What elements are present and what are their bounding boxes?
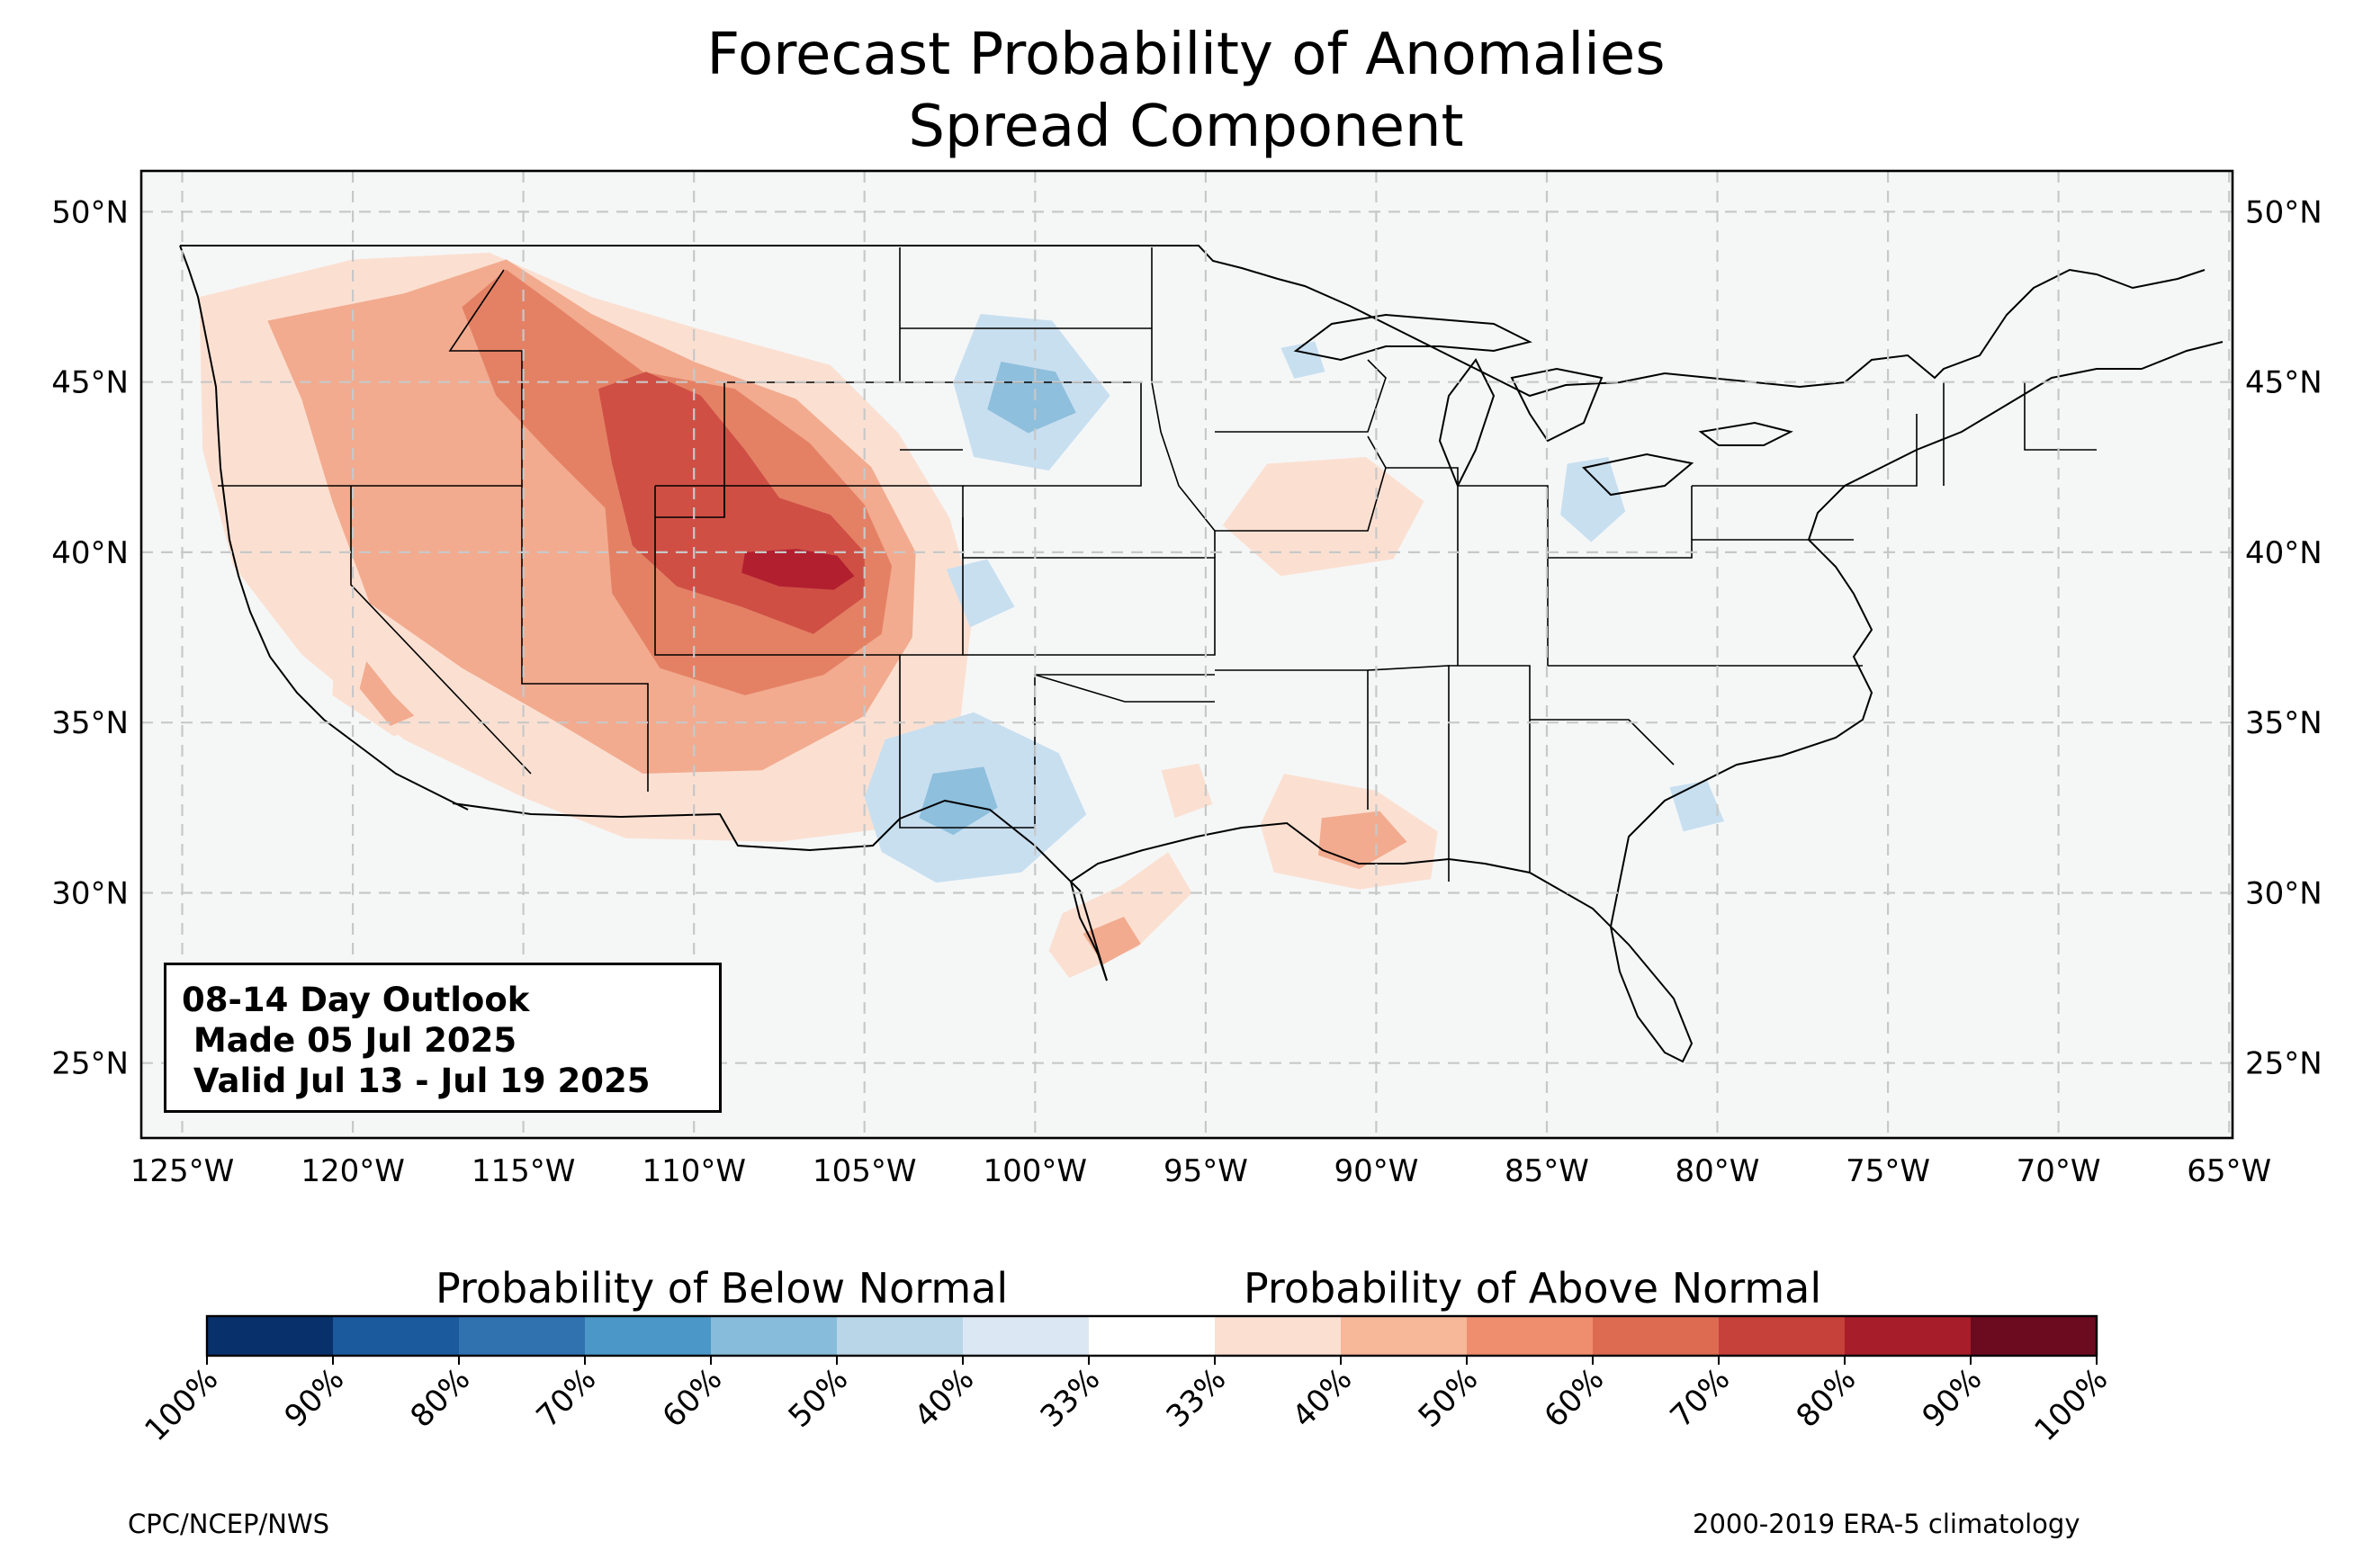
outlook-info-box: 08-14 Day Outlook Made 05 Jul 2025 Valid… (164, 963, 722, 1113)
lon-tick-label: 110°W (642, 1153, 746, 1189)
lat-tick-label-right: 50°N (2245, 194, 2323, 230)
anomaly-layer (199, 252, 1725, 979)
colorbar-swatch (1971, 1316, 2098, 1356)
axis-ticks: 125°W 120°W 115°W 110°W 105°W 100°W 95°W 90°W 85… (51, 194, 2322, 1189)
colorbar-tick-label: 40% (908, 1361, 982, 1435)
colorbar: 100% 90% 80% 70% 60% 50% 40% 33% 33% 40% 50% 60% 70%… (138, 1314, 2115, 1448)
outlook-period: 08-14 Day Outlook (182, 981, 530, 1019)
colorbar-tick-label: 50% (782, 1361, 856, 1435)
title-line-2: Spread Component (908, 94, 1464, 160)
colorbar-tick-label: 100% (2027, 1361, 2115, 1448)
map-layers (141, 171, 2233, 1138)
colorbar-below-label: Probability of Below Normal (436, 1264, 1009, 1313)
lon-tick-label: 100°W (984, 1153, 1088, 1189)
colorbar-tick-label: 60% (656, 1361, 730, 1435)
colorbar-tick-label: 60% (1538, 1361, 1612, 1435)
lon-tick-label: 115°W (472, 1153, 576, 1189)
map-frame (139, 169, 2234, 1140)
lon-tick-label: 85°W (1505, 1153, 1589, 1189)
colorbar-swatch (1215, 1316, 1342, 1356)
colorbar-swatch (837, 1316, 964, 1356)
colorbar-tick-label: 90% (1916, 1361, 1990, 1435)
anomaly-region-above-40 (1048, 852, 1192, 979)
colorbar-tick-label: 70% (1664, 1361, 1738, 1435)
colorbar-swatch (459, 1316, 586, 1356)
anomaly-region-below-40 (1669, 780, 1725, 832)
lat-tick-label-right: 40°N (2245, 535, 2323, 571)
colorbar-swatch (1845, 1316, 1972, 1356)
colorbar-swatch (333, 1316, 460, 1356)
colorbar-tick-label: 90% (278, 1361, 352, 1435)
pacific-coast (179, 245, 469, 811)
colorbar-swatch (1719, 1316, 1846, 1356)
lat-tick-label-left: 40°N (51, 535, 129, 571)
lat-tick-label-left: 45°N (51, 365, 129, 401)
lat-tick-label-left: 30°N (51, 876, 129, 912)
lat-tick-label-right: 35°N (2245, 705, 2323, 741)
colorbar-tick-label: 33% (1160, 1361, 1234, 1435)
lat-tick-label-right: 25°N (2245, 1046, 2323, 1082)
colorbar-swatch (963, 1316, 1090, 1356)
colorbar-swatch (207, 1316, 334, 1356)
colorbar-swatch (1467, 1316, 1594, 1356)
lon-tick-label: 75°W (1846, 1153, 1930, 1189)
gridlines (141, 171, 2233, 1138)
lon-tick-label: 95°W (1164, 1153, 1248, 1189)
lat-tick-label-left: 50°N (51, 194, 129, 230)
anomaly-region-below-40 (1560, 457, 1626, 542)
title-line-1: Forecast Probability of Anomalies (706, 22, 1666, 88)
lon-tick-label: 90°W (1334, 1153, 1418, 1189)
colorbar-tick-label: 33% (1034, 1361, 1108, 1435)
canada-border (180, 245, 2206, 398)
lon-tick-label: 80°W (1676, 1153, 1760, 1189)
colorbar-swatch (1341, 1316, 1468, 1356)
colorbar-tick-label: 40% (1286, 1361, 1360, 1435)
anomaly-region-above-80 (741, 549, 855, 590)
lon-tick-label: 120°W (301, 1153, 405, 1189)
anomaly-region-above-50 (1318, 811, 1407, 869)
lat-tick-label-right: 45°N (2245, 365, 2323, 401)
footer-source: CPC/NCEP/NWS (128, 1509, 330, 1539)
colorbar-tick-label: 80% (1790, 1361, 1864, 1435)
colorbar-swatch (711, 1316, 838, 1356)
colorbar-above-label: Probability of Above Normal (1244, 1264, 1822, 1313)
colorbar-frame (205, 1314, 2098, 1357)
anomaly-region-above-40 (1222, 457, 1424, 577)
lat-tick-label-left: 35°N (51, 705, 129, 741)
lat-tick-label-right: 30°N (2245, 876, 2323, 912)
anomaly-region-below-40 (1280, 341, 1325, 379)
lon-tick-label: 65°W (2187, 1153, 2271, 1189)
colorbar-tick-label: 50% (1412, 1361, 1486, 1435)
anomaly-region-above-40 (1161, 763, 1213, 819)
lon-tick-label: 125°W (130, 1153, 235, 1189)
outlook-made-date: Made 05 Jul 2025 (182, 1021, 517, 1060)
anomaly-region-below-50 (987, 362, 1076, 434)
colorbar-swatch (585, 1316, 712, 1356)
colorbar-swatch (1089, 1316, 1216, 1356)
colorbar-tick-label: 100% (138, 1361, 225, 1448)
colorbar-tick-label: 70% (530, 1361, 604, 1435)
outlook-valid-range: Valid Jul 13 - Jul 19 2025 (182, 1062, 651, 1100)
gulf-coast (1069, 821, 1694, 1063)
colorbar-swatch (1593, 1316, 1720, 1356)
state-borders (218, 247, 2097, 882)
lon-tick-label: 105°W (813, 1153, 917, 1189)
lat-tick-label-left: 25°N (51, 1046, 129, 1082)
footer-climatology: 2000-2019 ERA-5 climatology (1693, 1509, 2080, 1539)
anomaly-region-above-50 (359, 661, 415, 726)
lon-tick-label: 70°W (2017, 1153, 2101, 1189)
anomaly-region-below-50 (919, 766, 998, 836)
colorbar-tick-label: 80% (404, 1361, 478, 1435)
